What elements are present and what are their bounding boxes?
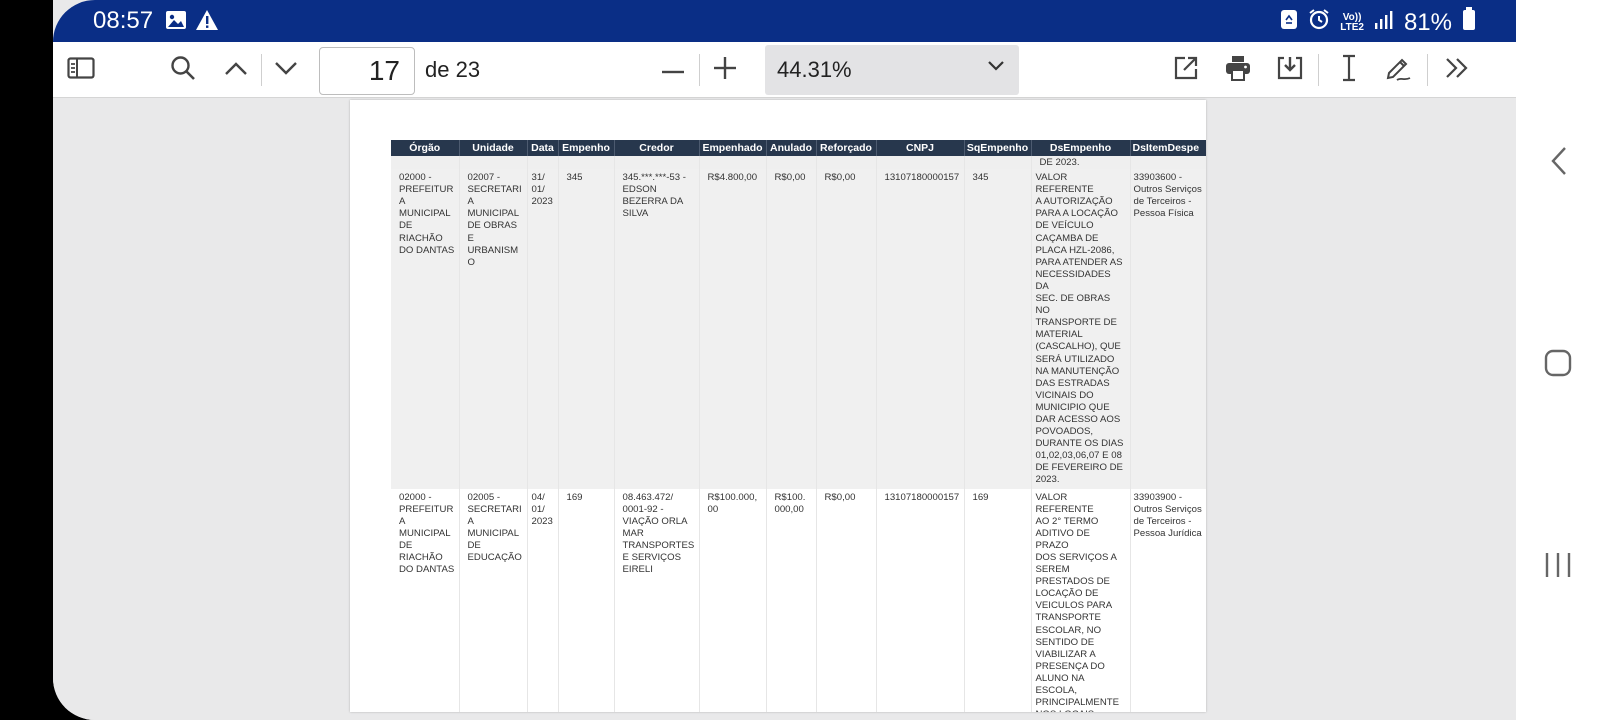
chevron-down-icon [987,59,1005,77]
anulado-cell: R$100. 000,00 [766,488,817,712]
battery-icon [1462,7,1476,38]
column-header: DsEmpenho [1031,140,1131,156]
previous-page-button[interactable] [216,50,256,90]
print-icon [1225,55,1251,86]
recent-apps-button[interactable] [1544,551,1572,584]
warning-icon [195,9,219,36]
ds-item-despesa-cell: 33903600 - Outros Serviços de Terceiros … [1130,169,1206,489]
zoom-dropdown[interactable]: 44.31% [765,45,1019,95]
download-button[interactable] [1270,50,1310,90]
sidebar-icon [67,56,95,84]
unidade-cell: 02007 - SECRETARIA MUNICIPAL DE OBRAS E … [459,169,528,489]
table-row-fragment: DE 2023. [391,156,1206,170]
page-number-input[interactable] [319,47,415,95]
alarm-icon [1308,8,1330,37]
column-header: SqEmpenho [964,140,1032,156]
column-header: Empenho [558,140,615,156]
table-row: 02000 - PREFEITURA MUNICIPAL DE RIACHÃO … [391,169,1206,489]
page-total-label: de 23 [425,57,481,82]
empenho-cell: 169 [558,488,615,712]
empenho-cell: 345 [558,169,615,489]
sq-empenho-cell: 169 [964,488,1032,712]
sidebar-toggle-button[interactable] [61,50,101,90]
pen-icon [1385,54,1413,87]
home-button[interactable] [1544,349,1572,382]
column-header: Data [527,140,559,156]
search-button[interactable] [163,50,203,90]
orgao-cell: 02000 - PREFEITURA MUNICIPAL DE RIACHÃO … [391,169,460,489]
plus-icon [713,56,737,85]
pdf-page: Órgão Unidade Data Empenho Credor Empenh… [350,100,1206,712]
document-viewer[interactable]: Órgão Unidade Data Empenho Credor Empenh… [53,98,1516,720]
chevron-up-icon [224,60,248,81]
table-row: 02000 - PREFEITURA MUNICIPAL DE RIACHÃO … [391,488,1206,712]
double-chevron-right-icon [1444,56,1470,85]
download-icon [1276,55,1304,86]
annotate-button[interactable] [1379,50,1419,90]
toolbar-divider [261,54,262,86]
chevron-down-icon [274,60,298,81]
column-header: Anulado [766,140,817,156]
recent-apps-icon [1544,553,1572,583]
signal-icon [1374,9,1394,37]
cnpj-cell: 13107180000157 [876,488,965,712]
status-bar: 08:57 Vo)) LTE2 81% [53,0,1516,42]
status-right-group: Vo)) LTE2 81% [1280,7,1476,38]
zoom-in-button[interactable] [705,50,745,90]
device-screen: 08:57 Vo)) LTE2 81% [53,0,1516,720]
column-header: DsItemDespe [1130,140,1206,156]
credor-cell: 08.463.472/ 0001-92 - VIAÇÃO ORLA MAR TR… [614,488,700,712]
reforcado-cell: R$0,00 [816,169,877,489]
unidade-cell: 02005 - SECRETARIA MUNICIPAL DE EDUCAÇÃO [459,488,528,712]
home-icon [1544,349,1572,381]
system-navigation-bar [1516,0,1600,720]
credor-cell: 345.***.***-53 - EDSON BEZERRA DA SILVA [614,169,700,489]
recycle-icon [1280,8,1298,37]
more-tools-button[interactable] [1437,50,1477,90]
column-header: Unidade [459,140,528,156]
status-time: 08:57 [93,7,154,34]
text-select-button[interactable] [1329,50,1369,90]
battery-percent: 81% [1403,8,1452,36]
text-cursor-icon [1339,54,1359,87]
data-cell: 04/ 01/ 2023 [527,488,559,712]
toolbar-divider [1318,54,1319,86]
toolbar-divider [1427,54,1428,86]
column-header: Reforçado [816,140,877,156]
ds-empenho-cell: DE 2023. [1031,156,1131,170]
open-external-button[interactable] [1166,50,1206,90]
empenhado-cell: R$100.000, 00 [699,488,767,712]
ds-empenho-cell: VALOR REFERENTE A AUTORIZAÇÃO PARA A LOC… [1031,169,1131,489]
print-button[interactable] [1218,50,1258,90]
zoom-value: 44.31% [777,57,852,82]
table-header-row: Órgão Unidade Data Empenho Credor Empenh… [391,140,1206,156]
column-header: Empenhado [699,140,767,156]
search-icon [170,55,196,86]
zoom-out-button[interactable] [653,50,693,90]
cnpj-cell: 13107180000157 [876,169,965,489]
column-header: Credor [614,140,700,156]
gallery-notification-icon [165,9,187,36]
next-page-button[interactable] [266,50,306,90]
column-header: CNPJ [876,140,965,156]
column-header: Órgão [391,140,460,156]
toolbar-divider [699,54,700,86]
reforcado-cell: R$0,00 [816,488,877,712]
anulado-cell: R$0,00 [766,169,817,489]
network-label: Vo)) LTE2 [1340,11,1364,33]
empenho-table: Órgão Unidade Data Empenho Credor Empenh… [391,140,1206,712]
data-cell: 31/ 01/ 2023 [527,169,559,489]
pdf-toolbar: de 23 44.31% [53,42,1516,98]
back-icon [1550,147,1568,180]
ds-item-despesa-cell: 33903900 - Outros Serviços de Terceiros … [1130,488,1206,712]
ds-empenho-cell: VALOR REFERENTE AO 2° TERMO ADITIVO DE P… [1031,488,1131,712]
minus-icon [661,61,685,79]
empenhado-cell: R$4.800,00 [699,169,767,489]
orgao-cell: 02000 - PREFEITURA MUNICIPAL DE RIACHÃO … [391,488,460,712]
open-external-icon [1173,55,1199,86]
sq-empenho-cell: 345 [964,169,1032,489]
back-button[interactable] [1550,146,1568,181]
